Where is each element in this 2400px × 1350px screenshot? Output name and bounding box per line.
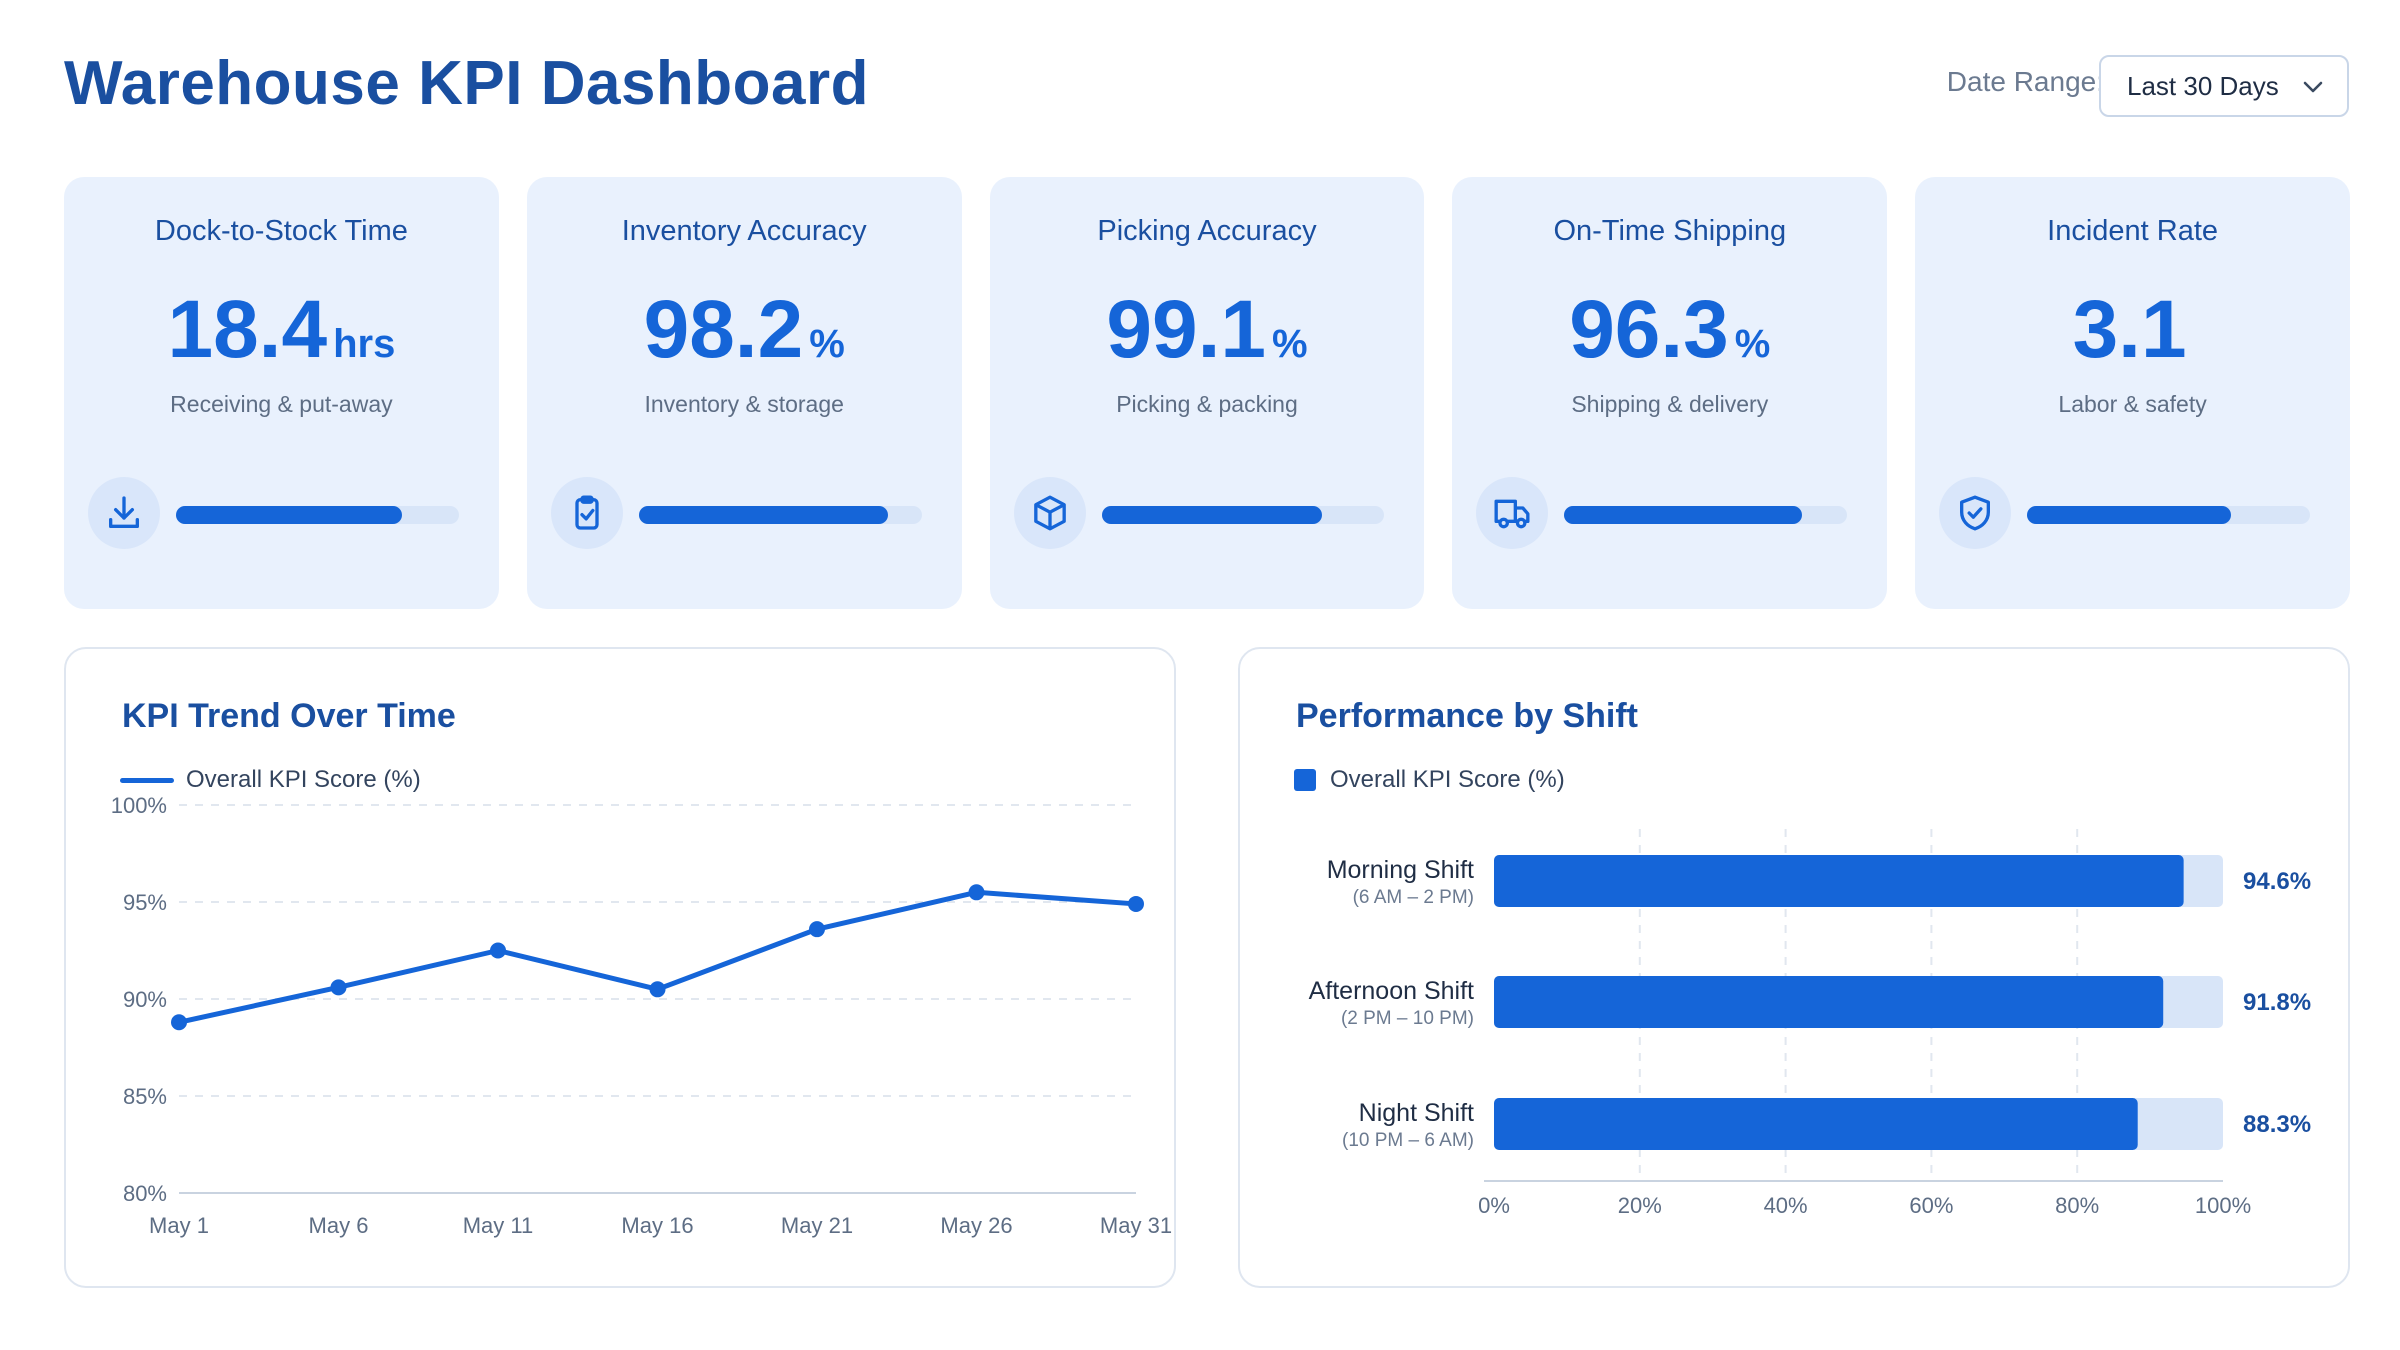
legend-label: Overall KPI Score (%) — [186, 766, 421, 793]
date-range-select[interactable]: Last 30 Days — [2099, 55, 2349, 117]
x-tick-label: May 31 — [1100, 1213, 1172, 1238]
y-tick-label: 80% — [123, 1181, 167, 1206]
data-point — [490, 942, 506, 959]
box-icon — [1013, 477, 1086, 549]
shift-performance-panel: Performance by Shift Overall KPI Score (… — [1238, 647, 2350, 1288]
category-label: Afternoon Shift — [1309, 977, 1474, 1005]
legend-label: Overall KPI Score (%) — [1330, 766, 1565, 793]
kpi-title: Dock-to-Stock Time — [154, 215, 408, 247]
data-point — [968, 884, 985, 901]
data-point — [1128, 895, 1144, 912]
x-tick-label: May 26 — [940, 1213, 1012, 1238]
kpi-progress-fill — [1564, 506, 1802, 524]
data-point — [330, 979, 347, 996]
truck-icon — [1476, 477, 1549, 549]
kpi-progress-track — [176, 506, 459, 524]
kpi-progress-track — [1564, 506, 1848, 524]
category-sublabel: (10 PM – 6 AM) — [1342, 1130, 1474, 1151]
series-line — [176, 889, 1139, 1025]
bar-chart: 0% 20% 40% 60% 80% 100% Morning Shift (6 AM – 2… — [1309, 829, 2311, 1218]
x-tick-label: 40% — [1764, 1193, 1808, 1218]
kpi-card-inventory-accuracy: Inventory Accuracy 98.2% Inventory & sto… — [526, 177, 962, 609]
kpi-card-picking-accuracy: Picking Accuracy 99.1% Picking & packing — [989, 177, 1425, 609]
line-chart: 80% 85% 90% 95% 100% May 1 May 6 May 11 May 16 Ma… — [111, 793, 1172, 1238]
chart-title: Performance by Shift — [1296, 697, 1638, 735]
page-title: Warehouse KPI Dashboard — [64, 49, 870, 118]
kpi-cards: Dock-to-Stock Time 18.4 hrs Receiving & p… — [64, 177, 2350, 609]
kpi-progress-fill — [2027, 506, 2231, 524]
kpi-progress-track — [1101, 506, 1385, 524]
x-tick-label: 100% — [2195, 1193, 2251, 1218]
date-range-value: Last 30 Days — [2127, 70, 2279, 101]
kpi-title: On-Time Shipping — [1553, 215, 1787, 247]
kpi-value: 3.1 — [2072, 284, 2187, 375]
kpi-value: 18.4 hrs — [167, 284, 396, 375]
kpi-value: 98.2% — [643, 284, 845, 375]
clipboard-check-icon — [550, 477, 623, 549]
kpi-title: Inventory Accuracy — [621, 215, 867, 247]
y-tick-label: 95% — [123, 890, 167, 915]
kpi-subtitle: Inventory & storage — [644, 391, 844, 417]
kpi-unit: % — [1734, 322, 1771, 366]
category-label: Morning Shift — [1327, 856, 1474, 884]
kpi-subtitle: Shipping & delivery — [1571, 391, 1769, 417]
x-tick-label: 0% — [1478, 1193, 1510, 1218]
chart-legend: Overall KPI Score (%) — [1294, 766, 1565, 794]
kpi-card-incident-rate: Incident Rate 3.1 Labor & safety — [1915, 177, 2350, 609]
kpi-progress-fill — [1101, 506, 1323, 524]
y-tick-label: 100% — [111, 793, 167, 818]
kpi-unit: % — [809, 322, 845, 366]
download-icon — [88, 477, 160, 549]
data-point — [171, 1014, 187, 1031]
shield-check-icon — [1939, 477, 2012, 549]
kpi-unit: hrs — [333, 322, 396, 366]
y-tick-label: 90% — [123, 987, 167, 1012]
chart-legend: Overall KPI Score (%) — [120, 766, 421, 794]
kpi-subtitle: Picking & packing — [1116, 391, 1298, 417]
kpi-subtitle: Receiving & put-away — [170, 391, 393, 417]
x-tick-label: May 16 — [621, 1213, 693, 1238]
kpi-progress-track — [638, 506, 922, 524]
x-tick-label: May 21 — [781, 1213, 853, 1238]
bar — [1494, 855, 2184, 907]
bar — [1494, 976, 2164, 1028]
data-label: 88.3% — [2243, 1111, 2311, 1138]
data-label: 94.6% — [2243, 868, 2311, 895]
data-point — [809, 921, 825, 938]
x-tick-label: 20% — [1618, 1193, 1662, 1218]
category-label: Night Shift — [1359, 1099, 1474, 1127]
y-tick-label: 85% — [123, 1084, 167, 1109]
data-point — [649, 981, 666, 998]
kpi-value: 96.3% — [1569, 284, 1771, 375]
category-sublabel: (6 AM – 2 PM) — [1353, 887, 1474, 908]
kpi-progress-fill — [176, 506, 403, 524]
chart-title: KPI Trend Over Time — [122, 697, 456, 735]
kpi-card-dock-to-stock: Dock-to-Stock Time 18.4 hrs Receiving & p… — [64, 177, 499, 609]
kpi-trend-panel: KPI Trend Over Time Overall KPI Score (%… — [64, 647, 1176, 1288]
legend-swatch — [120, 777, 174, 783]
kpi-progress-track — [2027, 506, 2310, 524]
x-tick-label: 60% — [1909, 1193, 1953, 1218]
data-label: 91.8% — [2243, 989, 2311, 1016]
x-tick-label: May 6 — [309, 1213, 369, 1238]
x-tick-label: May 1 — [149, 1213, 209, 1238]
kpi-subtitle: Labor & safety — [2058, 391, 2207, 417]
kpi-progress-fill — [638, 506, 888, 524]
chevron-down-icon — [2303, 81, 2323, 93]
kpi-value: 99.1% — [1106, 284, 1308, 375]
kpi-title: Picking Accuracy — [1097, 215, 1317, 247]
date-range-label: Date Range: — [1946, 66, 2104, 97]
kpi-unit: % — [1272, 322, 1308, 366]
kpi-title: Incident Rate — [2047, 215, 2219, 247]
category-sublabel: (2 PM – 10 PM) — [1341, 1008, 1474, 1029]
x-tick-label: May 11 — [463, 1213, 534, 1238]
x-tick-label: 80% — [2055, 1193, 2099, 1218]
kpi-card-on-time-shipping: On-Time Shipping 96.3% Shipping & delive… — [1452, 177, 1888, 609]
bar — [1494, 1098, 2138, 1150]
legend-swatch — [1294, 769, 1316, 791]
